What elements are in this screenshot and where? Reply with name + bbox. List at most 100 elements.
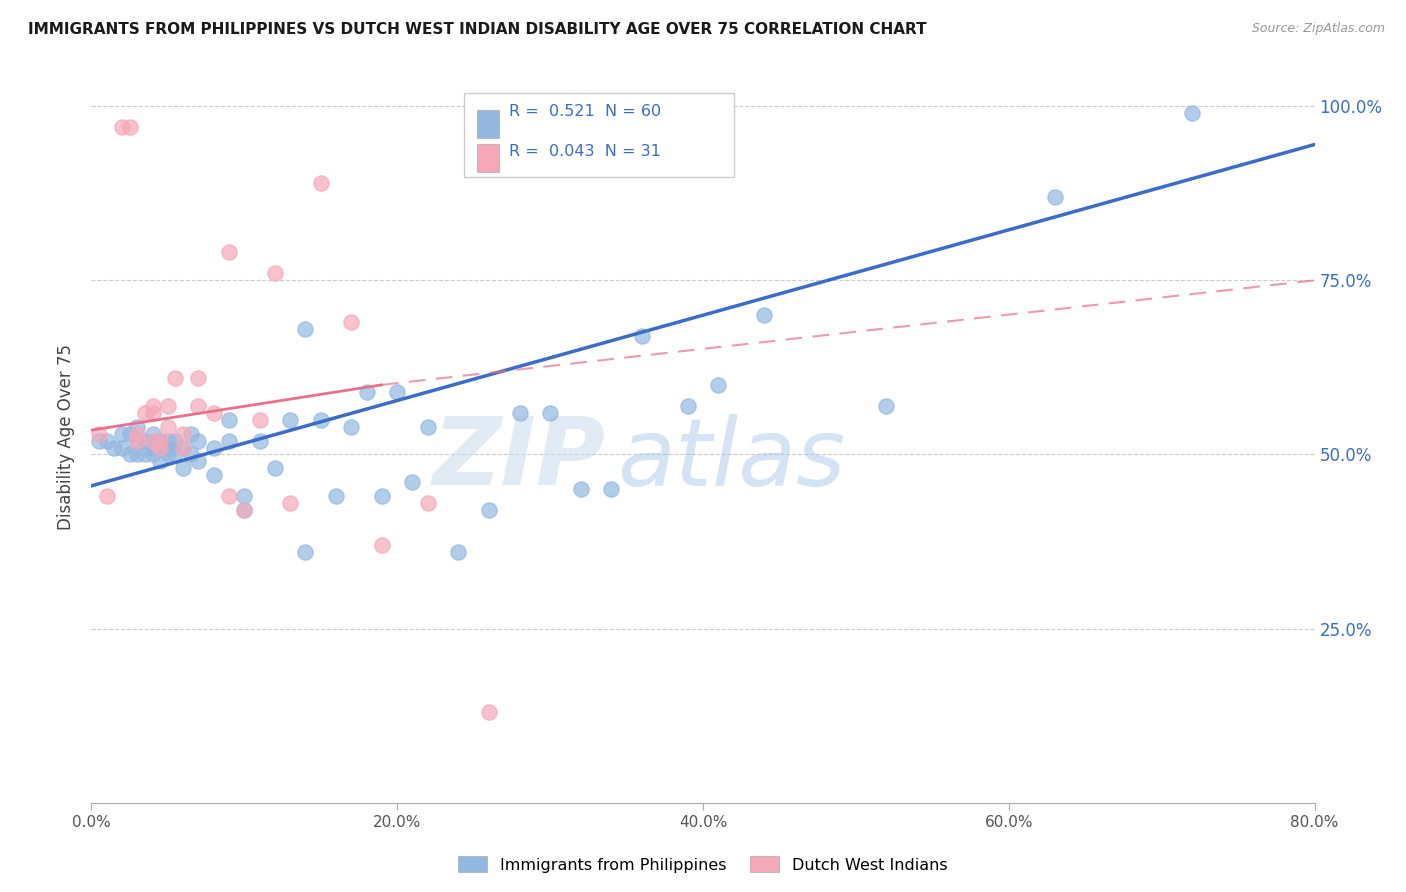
Text: atlas: atlas [617, 414, 845, 505]
Point [141, 406, 163, 420]
Point [127, 419, 149, 434]
Point [1181, 106, 1204, 120]
Point [172, 461, 194, 475]
Point [631, 329, 654, 343]
Point [264, 461, 287, 475]
Point [172, 441, 194, 455]
Point [134, 406, 156, 420]
Point [309, 412, 332, 426]
Point [103, 441, 125, 455]
Point [218, 245, 240, 260]
Text: IMMIGRANTS FROM PHILIPPINES VS DUTCH WEST INDIAN DISABILITY AGE OVER 75 CORRELAT: IMMIGRANTS FROM PHILIPPINES VS DUTCH WES… [28, 22, 927, 37]
Point [156, 448, 179, 462]
Point [165, 448, 187, 462]
Point [294, 322, 316, 336]
Point [156, 419, 179, 434]
Point [707, 377, 730, 392]
Point [172, 441, 194, 455]
Point [111, 426, 134, 441]
Point [278, 496, 301, 510]
Point [356, 384, 378, 399]
Point [87, 426, 110, 441]
Point [187, 399, 209, 413]
Point [141, 448, 163, 462]
Point [187, 454, 209, 468]
Point [249, 412, 271, 426]
Point [96, 434, 118, 448]
Point [187, 371, 209, 385]
Point [509, 406, 531, 420]
Text: ZIP: ZIP [432, 413, 605, 505]
Point [371, 538, 394, 552]
Point [180, 426, 202, 441]
Point [218, 489, 240, 503]
Point [218, 434, 240, 448]
Point [165, 371, 187, 385]
Point [127, 426, 149, 441]
Point [309, 176, 332, 190]
FancyBboxPatch shape [464, 94, 734, 178]
Point [416, 496, 439, 510]
Legend: Immigrants from Philippines, Dutch West Indians: Immigrants from Philippines, Dutch West … [453, 849, 953, 879]
Point [156, 399, 179, 413]
Point [202, 468, 225, 483]
Point [141, 441, 163, 455]
Point [172, 426, 194, 441]
Point [294, 545, 316, 559]
Point [676, 399, 699, 413]
Point [447, 545, 470, 559]
Point [233, 503, 256, 517]
Point [1043, 190, 1066, 204]
Point [111, 120, 134, 134]
Point [401, 475, 423, 490]
Point [127, 434, 149, 448]
Point [187, 434, 209, 448]
Point [218, 412, 240, 426]
Bar [477, 144, 499, 171]
Point [875, 399, 898, 413]
Point [111, 441, 134, 455]
Point [340, 419, 363, 434]
Point [340, 315, 363, 329]
Point [600, 483, 623, 497]
Point [118, 120, 141, 134]
Point [118, 448, 141, 462]
Point [249, 434, 271, 448]
Point [134, 448, 156, 462]
Point [127, 434, 149, 448]
Point [233, 489, 256, 503]
Point [165, 434, 187, 448]
Bar [477, 110, 499, 138]
Point [141, 434, 163, 448]
Point [156, 441, 179, 455]
Point [385, 384, 409, 399]
Point [202, 406, 225, 420]
Point [96, 489, 118, 503]
Point [478, 705, 501, 719]
Point [754, 308, 776, 322]
Point [149, 434, 172, 448]
Point [569, 483, 592, 497]
Point [134, 434, 156, 448]
Point [127, 448, 149, 462]
Point [141, 426, 163, 441]
Point [325, 489, 347, 503]
Point [180, 448, 202, 462]
Y-axis label: Disability Age Over 75: Disability Age Over 75 [58, 344, 76, 530]
Text: R =  0.521  N = 60: R = 0.521 N = 60 [509, 104, 661, 120]
Point [416, 419, 439, 434]
Text: R =  0.043  N = 31: R = 0.043 N = 31 [509, 145, 661, 160]
Point [141, 399, 163, 413]
Point [87, 434, 110, 448]
Point [264, 266, 287, 280]
Point [233, 503, 256, 517]
Point [538, 406, 561, 420]
Point [149, 434, 172, 448]
Point [149, 441, 172, 455]
Point [156, 434, 179, 448]
Point [149, 454, 172, 468]
Point [478, 503, 501, 517]
Point [118, 426, 141, 441]
Point [278, 412, 301, 426]
Point [371, 489, 394, 503]
